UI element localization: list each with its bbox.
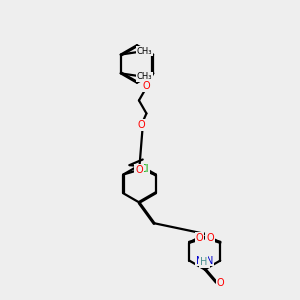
- Text: N: N: [206, 256, 214, 266]
- Text: H: H: [200, 257, 207, 267]
- Text: O: O: [206, 232, 214, 243]
- Text: O: O: [217, 278, 224, 288]
- Text: CH₃: CH₃: [136, 72, 152, 81]
- Text: CH₃: CH₃: [136, 47, 152, 56]
- Text: O: O: [138, 120, 146, 130]
- Text: O: O: [135, 165, 143, 175]
- Text: O: O: [196, 232, 203, 243]
- Text: O: O: [142, 81, 150, 91]
- Text: H: H: [202, 257, 210, 267]
- Text: Cl: Cl: [140, 164, 149, 174]
- Text: N: N: [196, 256, 203, 266]
